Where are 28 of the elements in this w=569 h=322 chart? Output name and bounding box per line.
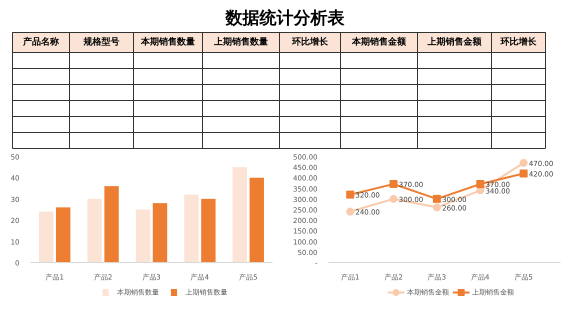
- bar: [232, 167, 248, 262]
- point: [520, 169, 528, 178]
- point: [432, 194, 441, 203]
- bar: [136, 210, 150, 262]
- point: [346, 208, 354, 216]
- bar: [152, 203, 168, 262]
- point: [390, 194, 398, 203]
- bar: [104, 186, 119, 262]
- text: 规格型号: [82, 36, 120, 48]
- bar: [56, 207, 70, 262]
- point: [390, 180, 398, 188]
- text: 产品名称: [22, 36, 60, 48]
- text: 环比增长: [500, 36, 538, 48]
- text: 上期销售数量: [213, 36, 268, 48]
- bar: [250, 178, 264, 262]
- bar: [87, 198, 102, 262]
- point: [346, 190, 354, 199]
- point: [432, 203, 441, 212]
- text: 本期销售数量: [140, 36, 195, 48]
- point: [476, 180, 484, 188]
- text: 数据统计分析表: [224, 8, 346, 28]
- point: [520, 158, 528, 167]
- text: 上期销售金额: [426, 36, 482, 48]
- text: 环比增长: [291, 36, 329, 48]
- bar: [39, 212, 54, 262]
- bar: [201, 198, 216, 262]
- bar: [184, 194, 199, 262]
- text: 本期销售金额: [351, 36, 407, 48]
